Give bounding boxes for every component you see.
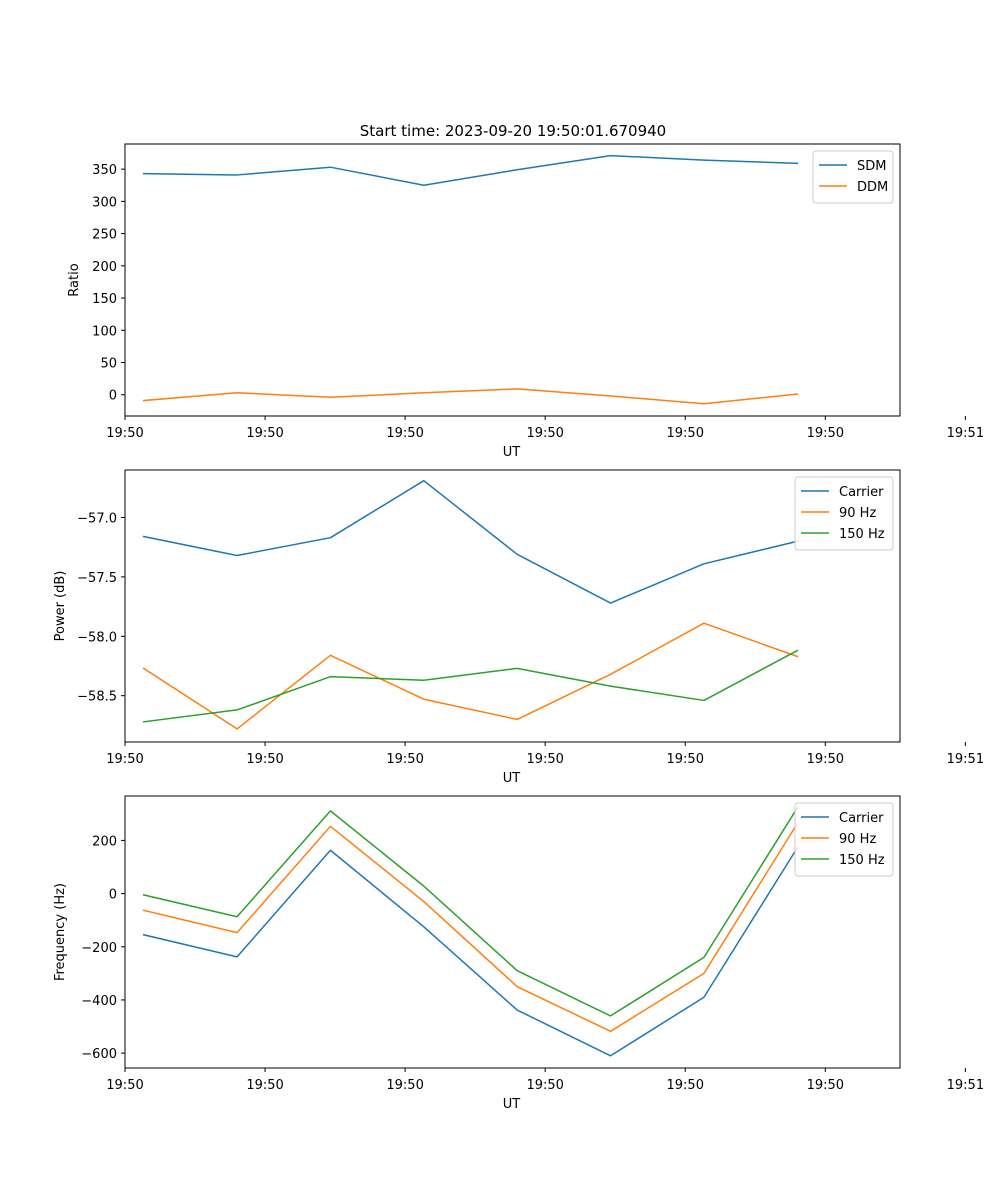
ratio-x-axis-label: UT [503,445,521,460]
power-legend-label-carrier: Carrier [839,485,884,500]
ratio-y-axis-label: Ratio [67,263,82,296]
frequency-x-tick-label: 19:50 [526,1078,563,1093]
ratio-x-tick-label: 19:50 [246,426,283,441]
ratio-y-tick-label: 50 [100,357,117,372]
power-panel: 19:50 19:50 19:50 19:50 19:50 19:50 19:51 −58.5… [53,469,984,786]
ratio-series-sdm-line [142,154,799,186]
ratio-x-tick-label: 19:50 [526,426,563,441]
frequency-y-tick-label: −200 [81,941,117,956]
ratio-legend-label-sdm: SDM [857,159,886,174]
ratio-panel: 19:50 19:50 19:50 19:50 19:50 19:50 19:51 0 50 10… [67,143,984,460]
ratio-x-tick-label: 19:50 [106,426,143,441]
power-legend-label-150-hz: 150 Hz [839,527,885,542]
frequency-x-tick-label: 19:50 [807,1078,844,1093]
ratio-x-tick-label: 19:50 [807,426,844,441]
frequency-y-tick-label: 0 [109,888,117,903]
ratio-legend-box [812,150,894,204]
power-legend-label-90-hz: 90 Hz [839,506,876,521]
frequency-series-carrier-line [142,846,799,1057]
ratio-y-tick-label: 350 [92,163,117,178]
frequency-series-150-hz-line [142,806,799,1017]
frequency-x-tick-label: 19:50 [667,1078,704,1093]
frequency-legend-label-carrier: Carrier [839,811,884,826]
ratio-legend: SDM DDM [812,150,894,204]
power-y-tick-label: −58.0 [77,630,117,645]
frequency-y-axis-label: Frequency (Hz) [53,883,68,981]
power-x-tick-label: 19:50 [246,752,283,767]
frequency-series-90-hz-line [142,822,799,1033]
power-x-tick-label: 19:50 [526,752,563,767]
frequency-legend: Carrier 90 Hz 150 Hz [794,802,894,877]
ratio-y-tick-label: 150 [92,292,117,307]
ratio-legend-label-ddm: DDM [857,180,888,195]
ratio-axes-frame [124,143,901,417]
frequency-axes-frame [124,795,901,1069]
power-x-tick-label: 19:50 [807,752,844,767]
power-legend: Carrier 90 Hz 150 Hz [794,476,894,551]
ratio-x-tick-label: 19:51 [947,426,984,441]
ratio-x-tick-label: 19:50 [667,426,704,441]
ratio-y-tick-label: 300 [92,195,117,210]
power-series-carrier-line [142,479,799,604]
power-series-90-hz-line [142,622,799,730]
power-series-150-hz-line [142,649,799,723]
ratio-y-tick-label: 200 [92,260,117,275]
power-x-tick-label: 19:50 [386,752,423,767]
frequency-legend-label-90-hz: 90 Hz [839,832,876,847]
power-axes-frame [124,469,901,743]
frequency-x-tick-label: 19:50 [106,1078,143,1093]
frequency-x-tick-label: 19:50 [246,1078,283,1093]
power-x-tick-label: 19:51 [947,752,984,767]
power-y-axis-label: Power (dB) [53,571,68,642]
ratio-x-tick-label: 19:50 [386,426,423,441]
frequency-x-tick-label: 19:50 [386,1078,423,1093]
frequency-x-axis-label: UT [503,1097,521,1112]
figure-title: Start time: 2023-09-20 19:50:01.670940 [360,122,666,140]
frequency-panel: 19:50 19:50 19:50 19:50 19:50 19:50 19:51 −600 −… [53,795,984,1112]
ratio-series-ddm-line [142,388,799,405]
frequency-y-tick-label: 200 [92,834,117,849]
power-x-tick-label: 19:50 [106,752,143,767]
frequency-x-tick-label: 19:51 [947,1078,984,1093]
ratio-y-tick-label: 250 [92,228,117,243]
power-legend-box [794,476,894,551]
frequency-y-tick-label: −400 [81,994,117,1009]
frequency-legend-label-150-hz: 150 Hz [839,853,885,868]
power-x-tick-label: 19:50 [667,752,704,767]
power-y-tick-label: −57.5 [77,571,117,586]
frequency-y-tick-label: −600 [81,1047,117,1062]
power-y-tick-label: −57.0 [77,512,117,527]
ratio-y-tick-label: 0 [109,389,117,404]
frequency-legend-box [794,802,894,877]
ratio-y-tick-label: 100 [92,324,117,339]
power-x-axis-label: UT [503,771,521,786]
power-y-tick-label: −58.5 [77,690,117,705]
